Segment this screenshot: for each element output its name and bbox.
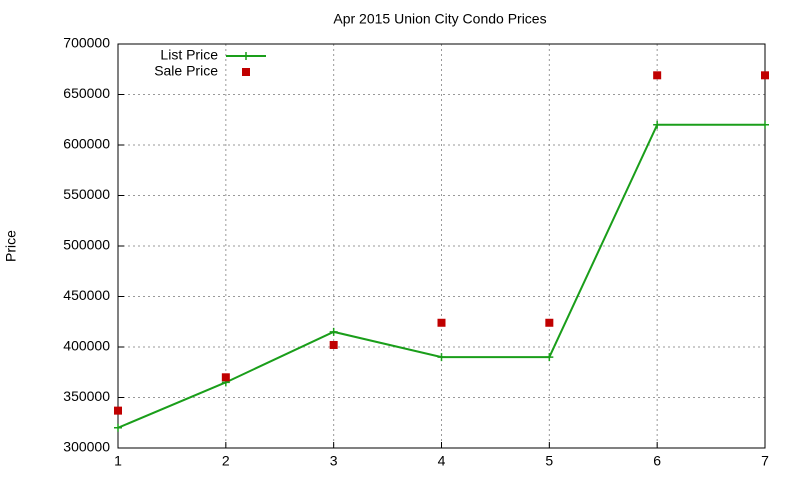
x-tick-label: 7 <box>761 453 769 469</box>
y-tick-label: 300000 <box>63 439 110 455</box>
y-tick-label: 450000 <box>63 287 110 303</box>
y-tick-label: 550000 <box>63 186 110 202</box>
legend-label: List Price <box>160 47 218 63</box>
x-tick-label: 1 <box>114 453 122 469</box>
point <box>242 68 250 76</box>
point <box>114 406 122 415</box>
point <box>545 318 554 327</box>
point <box>761 120 769 129</box>
point <box>545 353 554 362</box>
y-axis-label: Price <box>3 230 19 262</box>
chart-title: Apr 2015 Union City Condo Prices <box>333 11 546 27</box>
x-tick-label: 2 <box>222 453 230 469</box>
point <box>653 120 662 129</box>
x-tick-label: 3 <box>330 453 338 469</box>
point <box>221 373 230 382</box>
point <box>242 52 250 60</box>
plot-frame <box>117 43 766 449</box>
y-tick-label: 400000 <box>63 338 110 354</box>
point <box>329 340 338 349</box>
point <box>437 318 446 327</box>
y-tick-label: 350000 <box>63 388 110 404</box>
y-tick-label: 600000 <box>63 136 110 152</box>
x-tick-label: 4 <box>438 453 446 469</box>
point <box>329 327 338 336</box>
point <box>437 353 446 362</box>
legend-label: Sale Price <box>154 63 218 79</box>
point <box>653 71 662 80</box>
x-tick-label: 5 <box>545 453 553 469</box>
y-tick-label: 700000 <box>63 35 110 51</box>
x-tick-label: 6 <box>653 453 661 469</box>
y-tick-label: 500000 <box>63 237 110 253</box>
point <box>761 71 769 80</box>
point <box>114 423 122 432</box>
y-tick-label: 650000 <box>63 85 110 101</box>
